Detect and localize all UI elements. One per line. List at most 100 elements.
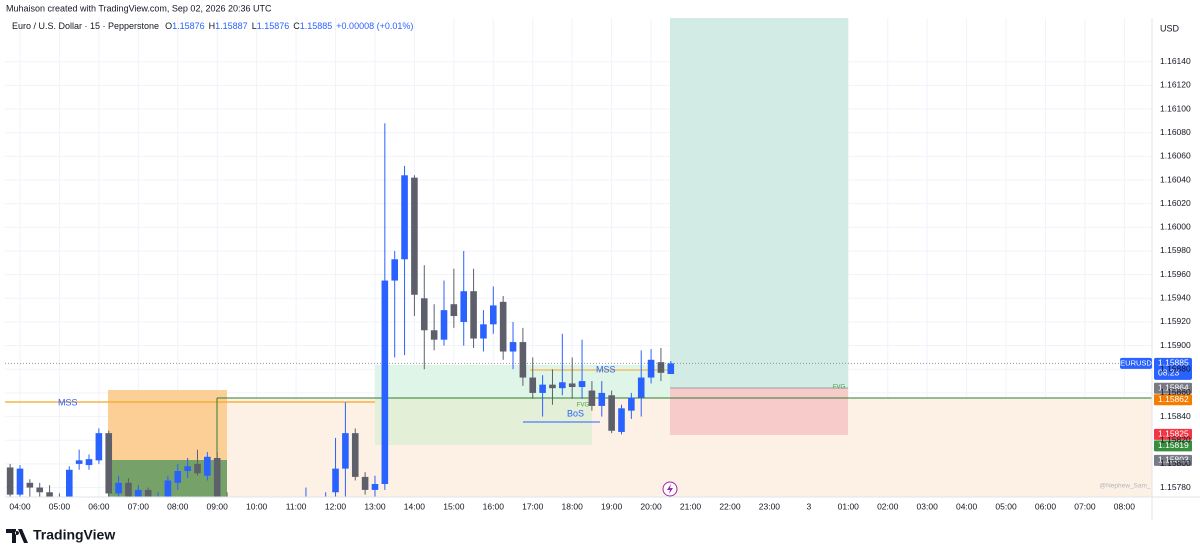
candle-body [440,310,448,340]
candle-body [164,480,172,497]
candle-body [26,482,34,488]
candle-body [509,342,517,352]
x-tick-label: 15:00 [443,501,465,511]
y-tick-label: 1.16080 [1160,127,1191,137]
y-tick-label: 1.15920 [1160,316,1191,326]
candle-body [95,433,103,461]
x-tick-label: 16:00 [483,501,505,511]
candle-body [608,395,615,431]
symbol-badge [1120,357,1152,369]
candle-body [420,298,428,331]
candle-body [588,390,596,406]
price-badge [1154,357,1192,380]
ohlc-label: C [293,21,300,31]
candle-body [470,291,477,339]
x-tick-label: 03:00 [917,501,939,511]
legend: Euro / U.S. Dollar · 15 · Pepperstone O1.… [12,21,413,31]
x-tick-label: 10:00 [246,501,268,511]
price-badge-text: 1.15825 [1158,429,1189,439]
x-tick-label: 05:00 [995,501,1017,511]
ohlc-value: 1.15885 [300,21,333,31]
drawings [5,18,1152,497]
price-badge-text: 1.15803 [1158,455,1189,465]
x-tick-label: 11:00 [286,501,307,511]
price-badge [1154,454,1192,466]
y-tick-label: 1.15880 [1160,364,1191,374]
candle-body [105,433,113,494]
candle-body [549,384,556,389]
x-tick-label: 21:00 [680,501,702,511]
candle-body [371,483,379,490]
change: +0.00008 (+0.01%) [336,21,413,31]
ohlc-value: 1.15876 [172,21,205,31]
ohlc-value: 1.15887 [215,21,248,31]
candle-body [46,492,53,497]
x-tick-label: 07:00 [128,501,150,511]
candle-body [430,330,438,340]
candle-body [450,304,458,317]
candle-body [75,460,83,464]
candle-body [460,291,468,322]
symbol-badge-text: EURUSD [1120,358,1152,367]
y-tick-label: 1.15860 [1160,387,1191,397]
candle-body [6,467,14,495]
ohlc-label: H [209,21,216,31]
candle-body [213,457,221,497]
x-tick-label: 06:00 [1035,501,1057,511]
candle-body [381,280,389,484]
header: Muhaison created with TradingView.com, S… [6,3,272,13]
countdown: 08:23 [1158,368,1180,378]
price-badge-text: 1.15885 [1158,358,1189,368]
price-badge [1154,394,1192,406]
x-tick-label: 22:00 [719,501,741,511]
x-tick-label: 05:00 [49,501,71,511]
x-tick-label: 07:00 [1074,501,1096,511]
price-badge-text: 1.15862 [1158,394,1189,404]
x-tick-label: 01:00 [838,501,860,511]
x-tick-label: 04:00 [956,501,978,511]
candle-body [204,456,211,476]
y-tick-label: 1.16000 [1160,222,1191,232]
candle-body [351,433,359,477]
candle-body [539,384,546,393]
currency: USD [1160,23,1180,33]
y-tick-label: 1.16020 [1160,198,1191,208]
candle-body [411,177,418,295]
x-tick-label: 20:00 [640,501,662,511]
ohlc-label: O [165,21,172,31]
x-tick-label: 19:00 [601,501,623,511]
x-tick-label: 02:00 [877,501,899,511]
brand: TradingView [6,527,115,543]
candle-body [529,377,537,393]
annotation: FVG [833,385,846,391]
candle-body [499,301,507,352]
target-zone [670,18,848,388]
annotation: FVG [577,403,590,409]
candle-body [16,468,24,495]
x-tick-label: 06:00 [88,501,110,511]
candle-body [519,342,527,378]
price-labels: EURUSD 1.1588508:231.158641.158621.158251… [1120,358,1192,466]
y-tick-label: 1.15840 [1160,411,1191,421]
y-tick-label: 1.16140 [1160,56,1191,66]
candle-body [401,175,408,260]
y-tick-label: 1.16040 [1160,174,1191,184]
brand-logo [6,529,28,543]
candle-body [332,468,339,493]
candle-body [184,466,191,471]
x-tick-label: 13:00 [364,501,386,511]
x-tick-label: 17:00 [522,501,544,511]
price-badge [1154,440,1192,452]
brand-name: TradingView [33,527,115,543]
ohlc-value: 1.15876 [257,21,290,31]
y-tick-label: 1.15800 [1160,458,1191,468]
candle-body [135,489,142,497]
candle-body [65,469,73,497]
y-tick-label: 1.16060 [1160,151,1191,161]
candles [6,123,675,497]
ohlc-label: L [252,21,257,31]
y-tick-label: 1.16120 [1160,80,1191,90]
annotation: BoS [567,408,584,418]
